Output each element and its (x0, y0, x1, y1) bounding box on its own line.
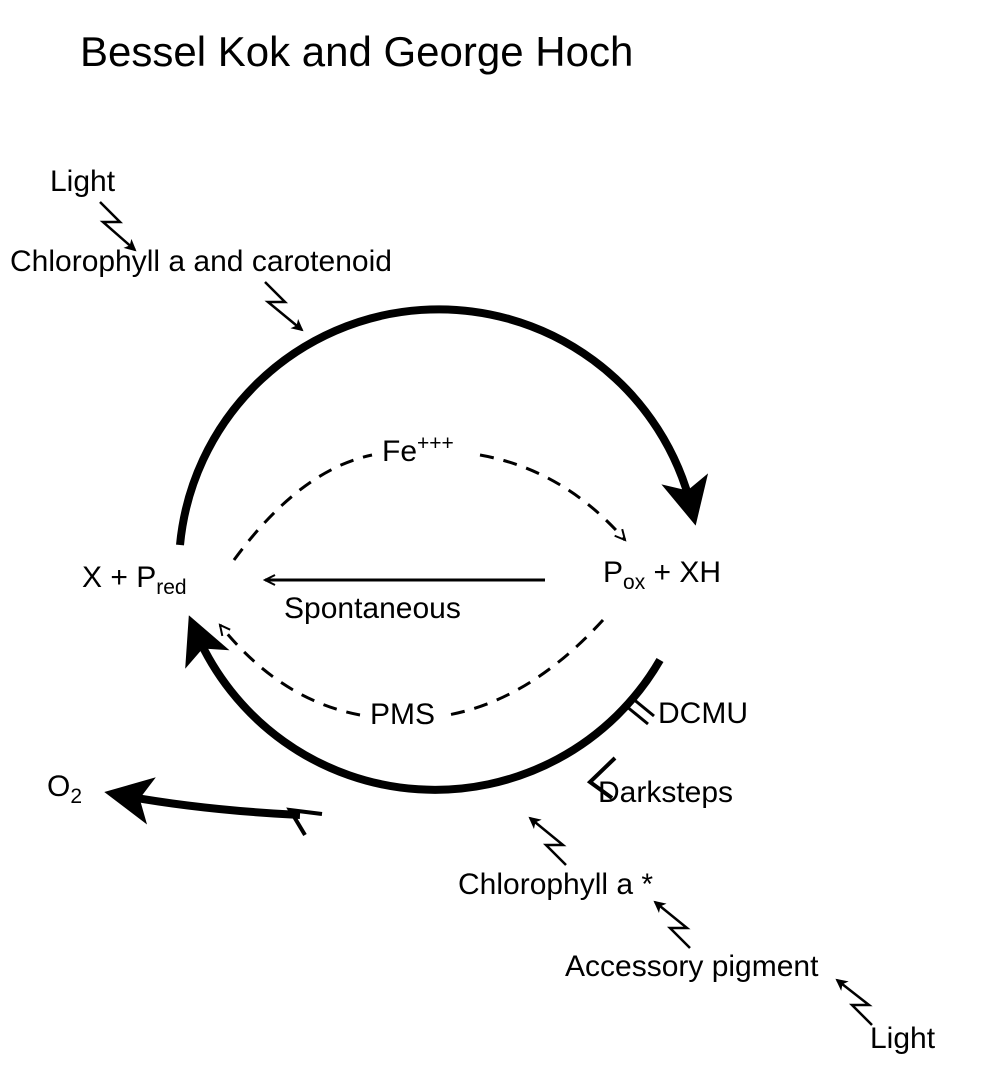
zigzag-light-top (100, 202, 135, 250)
label-chl-star: Chlorophyll a * (458, 868, 653, 902)
label-pms: PMS (370, 698, 435, 732)
zigzag-chl-top (265, 282, 302, 330)
zigzag-light-bottom (837, 980, 872, 1025)
o2-branch (120, 795, 300, 815)
label-darksteps: Darksteps (598, 776, 733, 810)
pms-dashed-right (448, 620, 603, 715)
label-chlorophyll-top: Chlorophyll a and carotenoid (10, 245, 392, 279)
zigzag-accessory (655, 902, 690, 948)
label-light-top: Light (50, 165, 115, 199)
label-x-pred: X + Pred (82, 561, 187, 600)
page-title: Bessel Kok and George Hoch (80, 28, 633, 76)
label-accessory: Accessory pigment (565, 950, 818, 984)
label-o2: O2 (47, 770, 82, 809)
label-pox-xh: Pox + XH (603, 556, 721, 595)
label-light-bottom: Light (870, 1022, 935, 1056)
top-arc (180, 309, 692, 545)
label-fe: Fe+++ (382, 432, 454, 469)
label-dcmu: DCMU (658, 697, 748, 731)
zigzag-chl-star (530, 818, 566, 865)
label-spontaneous: Spontaneous (284, 592, 461, 626)
fe-dashed-left (234, 455, 372, 560)
fe-dashed-right (480, 455, 625, 540)
